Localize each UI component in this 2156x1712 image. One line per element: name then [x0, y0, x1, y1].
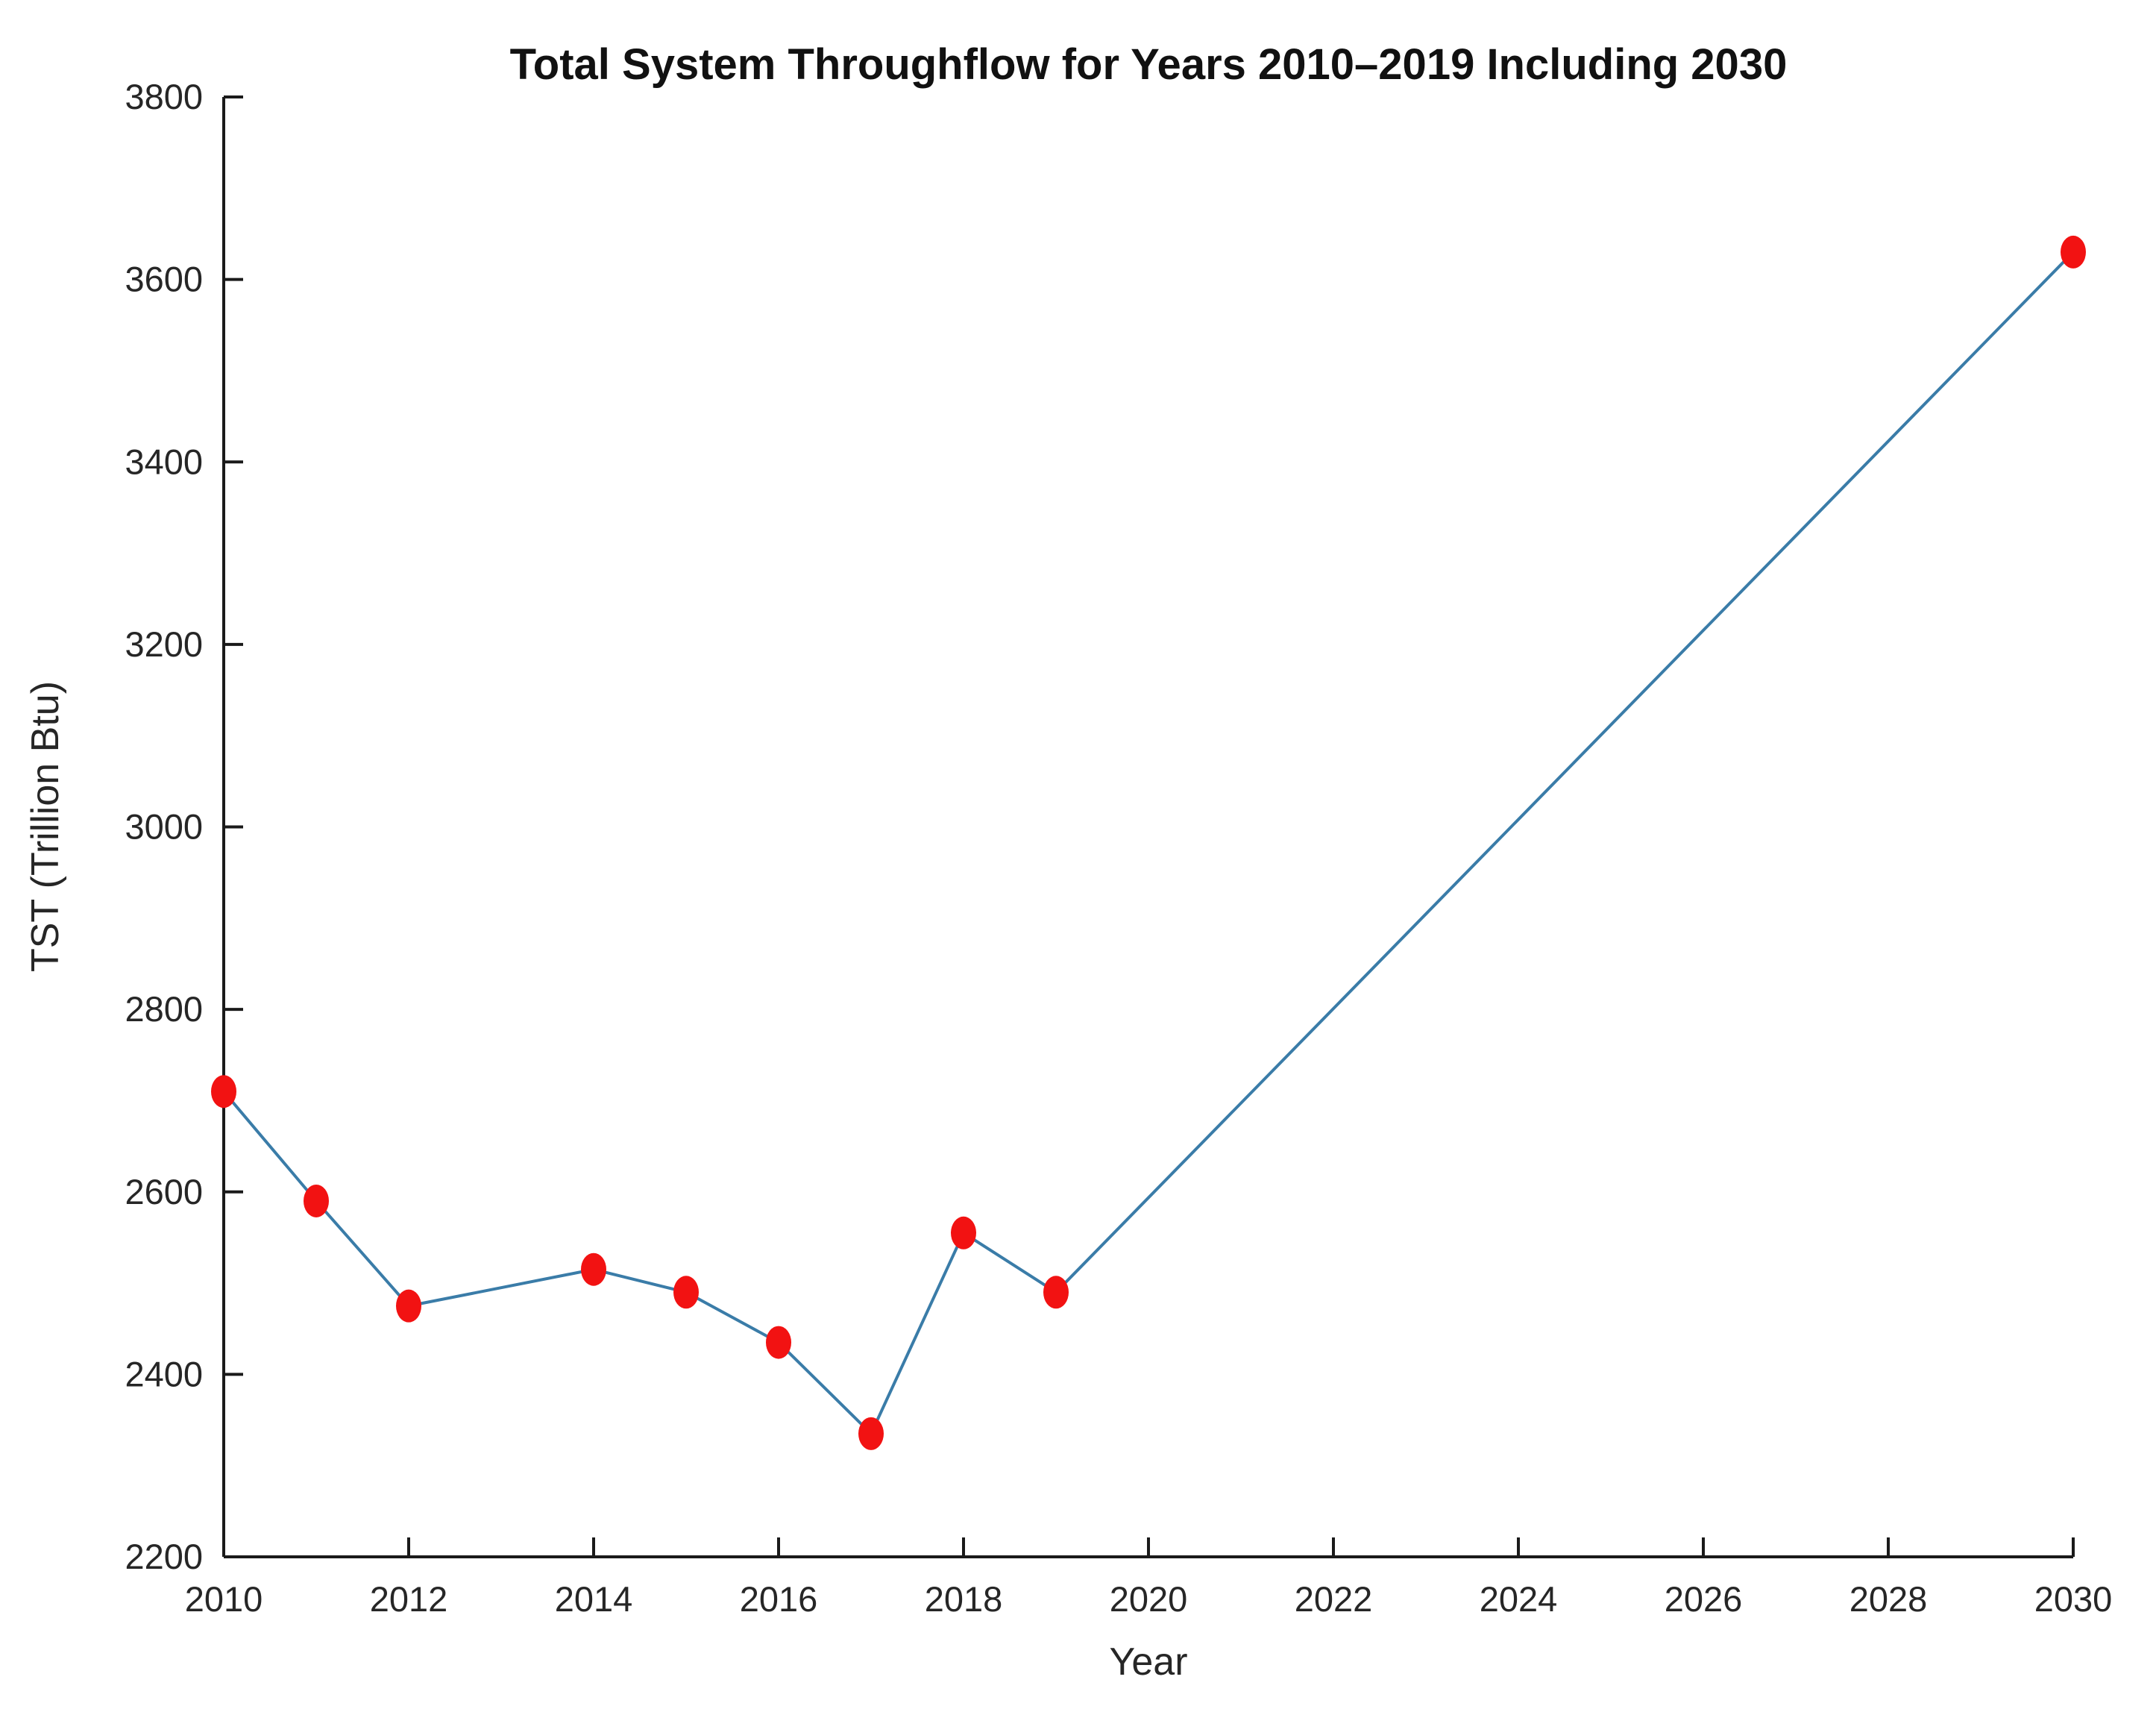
data-point-2016 [766, 1326, 791, 1359]
y-tick-label: 3400 [125, 442, 203, 481]
x-tick-label: 2018 [925, 1579, 1003, 1619]
x-tick-label: 2026 [1665, 1579, 1743, 1619]
data-point-2010 [211, 1075, 236, 1109]
data-point-2017 [858, 1417, 884, 1450]
data-point-2012 [396, 1289, 421, 1323]
y-tick-label: 3200 [125, 624, 203, 664]
x-tick-label: 2016 [740, 1579, 818, 1619]
x-tick-label: 2022 [1295, 1579, 1373, 1619]
x-axis-ticks: 2010 2012 2014 2016 2018 2020 2022 2024 2026 2028… [185, 1537, 2113, 1619]
y-tick-label: 2600 [125, 1172, 203, 1211]
data-point-2019 [1043, 1276, 1069, 1309]
y-tick-label: 2800 [125, 989, 203, 1029]
x-tick-label: 2030 [2034, 1579, 2113, 1619]
y-tick-label: 2400 [125, 1354, 203, 1393]
y-tick-label: 3800 [125, 77, 203, 116]
axes [222, 97, 2073, 1558]
data-line [222, 251, 2075, 1437]
data-point-2018 [951, 1216, 976, 1249]
x-tick-label: 2010 [185, 1579, 263, 1619]
x-tick-label: 2020 [1110, 1579, 1188, 1619]
x-tick-label: 2014 [555, 1579, 633, 1619]
y-tick-label: 2200 [125, 1537, 203, 1576]
x-tick-label: 2012 [370, 1579, 448, 1619]
chart-title: Total System Throughflow for Years 2010–… [510, 40, 1788, 89]
data-point-2030 [2061, 235, 2086, 269]
y-tick-label: 3000 [125, 807, 203, 847]
y-axis-ticks: 2200 2400 2600 2800 3000 3200 3400 3600 3800 [125, 77, 243, 1576]
data-point-2014 [581, 1252, 606, 1286]
data-points [211, 235, 2086, 1450]
y-tick-label: 3600 [125, 260, 203, 299]
x-tick-label: 2024 [1480, 1579, 1558, 1619]
data-point-2015 [673, 1276, 699, 1309]
data-point-2011 [304, 1184, 329, 1217]
x-axis-label: Year [1109, 1640, 1187, 1684]
x-tick-label: 2028 [1849, 1579, 1928, 1619]
y-axis-label: TST (Trillion Btu) [24, 681, 67, 972]
